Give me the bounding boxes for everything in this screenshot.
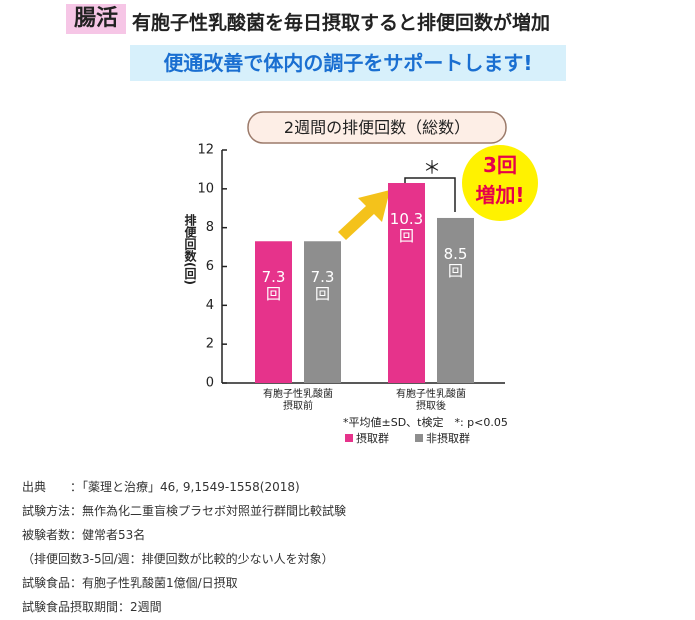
chart-title: 2週間の排便回数（総数）: [283, 118, 471, 137]
subheadline: 便通改善で体内の調子をサポートします!: [130, 45, 566, 81]
y-tick-label: 6: [206, 259, 214, 274]
value-label: 10.3 回: [389, 210, 424, 245]
footnote: *平均値±SD、t検定 *: p<0.05: [343, 416, 508, 429]
value-label: 7.3 回: [261, 268, 286, 304]
x-tick-label: 有胞子性乳酸菌 摂取後: [396, 389, 466, 412]
headline: 有胞子性乳酸菌を毎日摂取すると排便回数が増加: [132, 12, 551, 34]
legend-label: 摂取群: [356, 431, 389, 445]
note: 出典 ：「薬理と治療」46, 9,1549-1558(2018): [22, 480, 300, 494]
y-tick-label: 4: [206, 298, 214, 313]
legend-swatch: [415, 434, 423, 442]
value-label: 8.5 回: [443, 244, 468, 280]
y-tick-label: 10: [197, 181, 214, 196]
note: （排便回数3-5回/週：排便回数が比較的少ない人を対象）: [22, 552, 334, 566]
callout-circle: [462, 145, 538, 221]
bar: [437, 217, 474, 383]
chart: 0 2 4 6 8 10 12 摂取群 非摂取群: [197, 111, 538, 445]
arrow: [338, 190, 390, 240]
bar: [388, 183, 425, 383]
title-pill: [247, 111, 507, 144]
legend-label: 非摂取群: [426, 431, 470, 445]
y-axis-label: 排便回数(回): [183, 214, 197, 285]
y-tick-label: 8: [206, 220, 214, 235]
significance: ＊: [423, 158, 441, 179]
note: 被験者数：健常者53名: [22, 528, 146, 542]
note: 試験方法：無作為化二重盲検プラセボ対照並行群間比較試験: [22, 504, 347, 518]
x-tick-label: 有胞子性乳酸菌 摂取前: [263, 389, 333, 412]
tag: 腸活: [66, 4, 126, 34]
bar: [255, 241, 292, 383]
significance-bracket: [404, 177, 456, 212]
bar: [304, 241, 341, 383]
note: 試験食品：有胞子性乳酸菌1億個/日摂取: [22, 576, 238, 590]
value-label: 7.3 回: [310, 268, 335, 304]
y-tick-label: 0: [206, 376, 214, 391]
y-tick-label: 12: [197, 143, 214, 158]
callout: 3回 増加!: [475, 153, 525, 207]
legend-swatch: [345, 434, 353, 442]
y-tick-label: 2: [206, 337, 214, 352]
note: 試験食品摂取期間：2週間: [22, 600, 162, 614]
